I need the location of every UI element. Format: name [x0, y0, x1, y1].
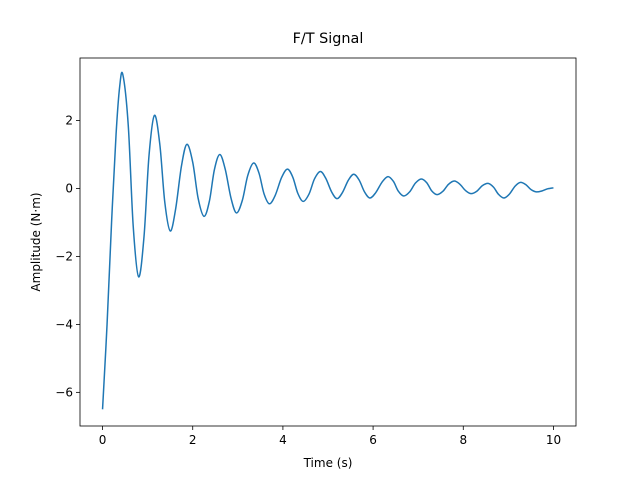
x-tick-label: 8: [459, 433, 467, 447]
x-tick-label: 10: [546, 433, 561, 447]
x-tick-label: 2: [189, 433, 197, 447]
chart-title: F/T Signal: [293, 31, 364, 47]
x-tick-label: 4: [279, 433, 287, 447]
y-tick-label: 0: [65, 181, 73, 195]
y-tick-label: −4: [55, 317, 73, 331]
axes-frame: [79, 57, 577, 427]
y-tick-label: 2: [65, 114, 73, 128]
x-tick-label: 0: [99, 433, 107, 447]
x-tick-label: 6: [369, 433, 377, 447]
y-tick-label: −6: [55, 385, 73, 399]
line-series: [101, 71, 554, 410]
plot-area: [101, 71, 554, 410]
y-axis-label: Amplitude (N·m): [29, 192, 43, 291]
y-tick-label: −2: [55, 249, 73, 263]
x-axis-label: Time (s): [303, 456, 353, 470]
